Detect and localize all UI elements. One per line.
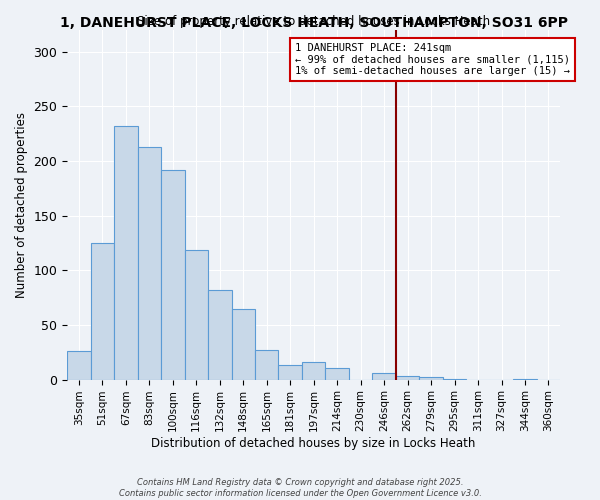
Bar — [513, 378, 537, 380]
Y-axis label: Number of detached properties: Number of detached properties — [15, 112, 28, 298]
Bar — [302, 362, 325, 380]
Text: Contains HM Land Registry data © Crown copyright and database right 2025.
Contai: Contains HM Land Registry data © Crown c… — [119, 478, 481, 498]
Title: 1, DANEHURST PLACE, LOCKS HEATH, SOUTHAMPTON, SO31 6PP: 1, DANEHURST PLACE, LOCKS HEATH, SOUTHAM… — [59, 16, 568, 30]
Bar — [419, 378, 443, 380]
Bar — [114, 126, 137, 380]
Bar — [232, 308, 255, 380]
Bar — [396, 376, 419, 380]
Bar — [91, 243, 114, 380]
Bar — [443, 378, 466, 380]
Bar — [185, 250, 208, 380]
Bar — [67, 351, 91, 380]
Bar — [325, 368, 349, 380]
Bar — [137, 147, 161, 380]
X-axis label: Distribution of detached houses by size in Locks Heath: Distribution of detached houses by size … — [151, 437, 476, 450]
Bar — [208, 290, 232, 380]
Bar — [373, 373, 396, 380]
Text: Size of property relative to detached houses in Locks Heath: Size of property relative to detached ho… — [137, 15, 490, 28]
Bar — [278, 366, 302, 380]
Bar — [255, 350, 278, 380]
Text: 1 DANEHURST PLACE: 241sqm
← 99% of detached houses are smaller (1,115)
1% of sem: 1 DANEHURST PLACE: 241sqm ← 99% of detac… — [295, 43, 570, 76]
Bar — [161, 170, 185, 380]
